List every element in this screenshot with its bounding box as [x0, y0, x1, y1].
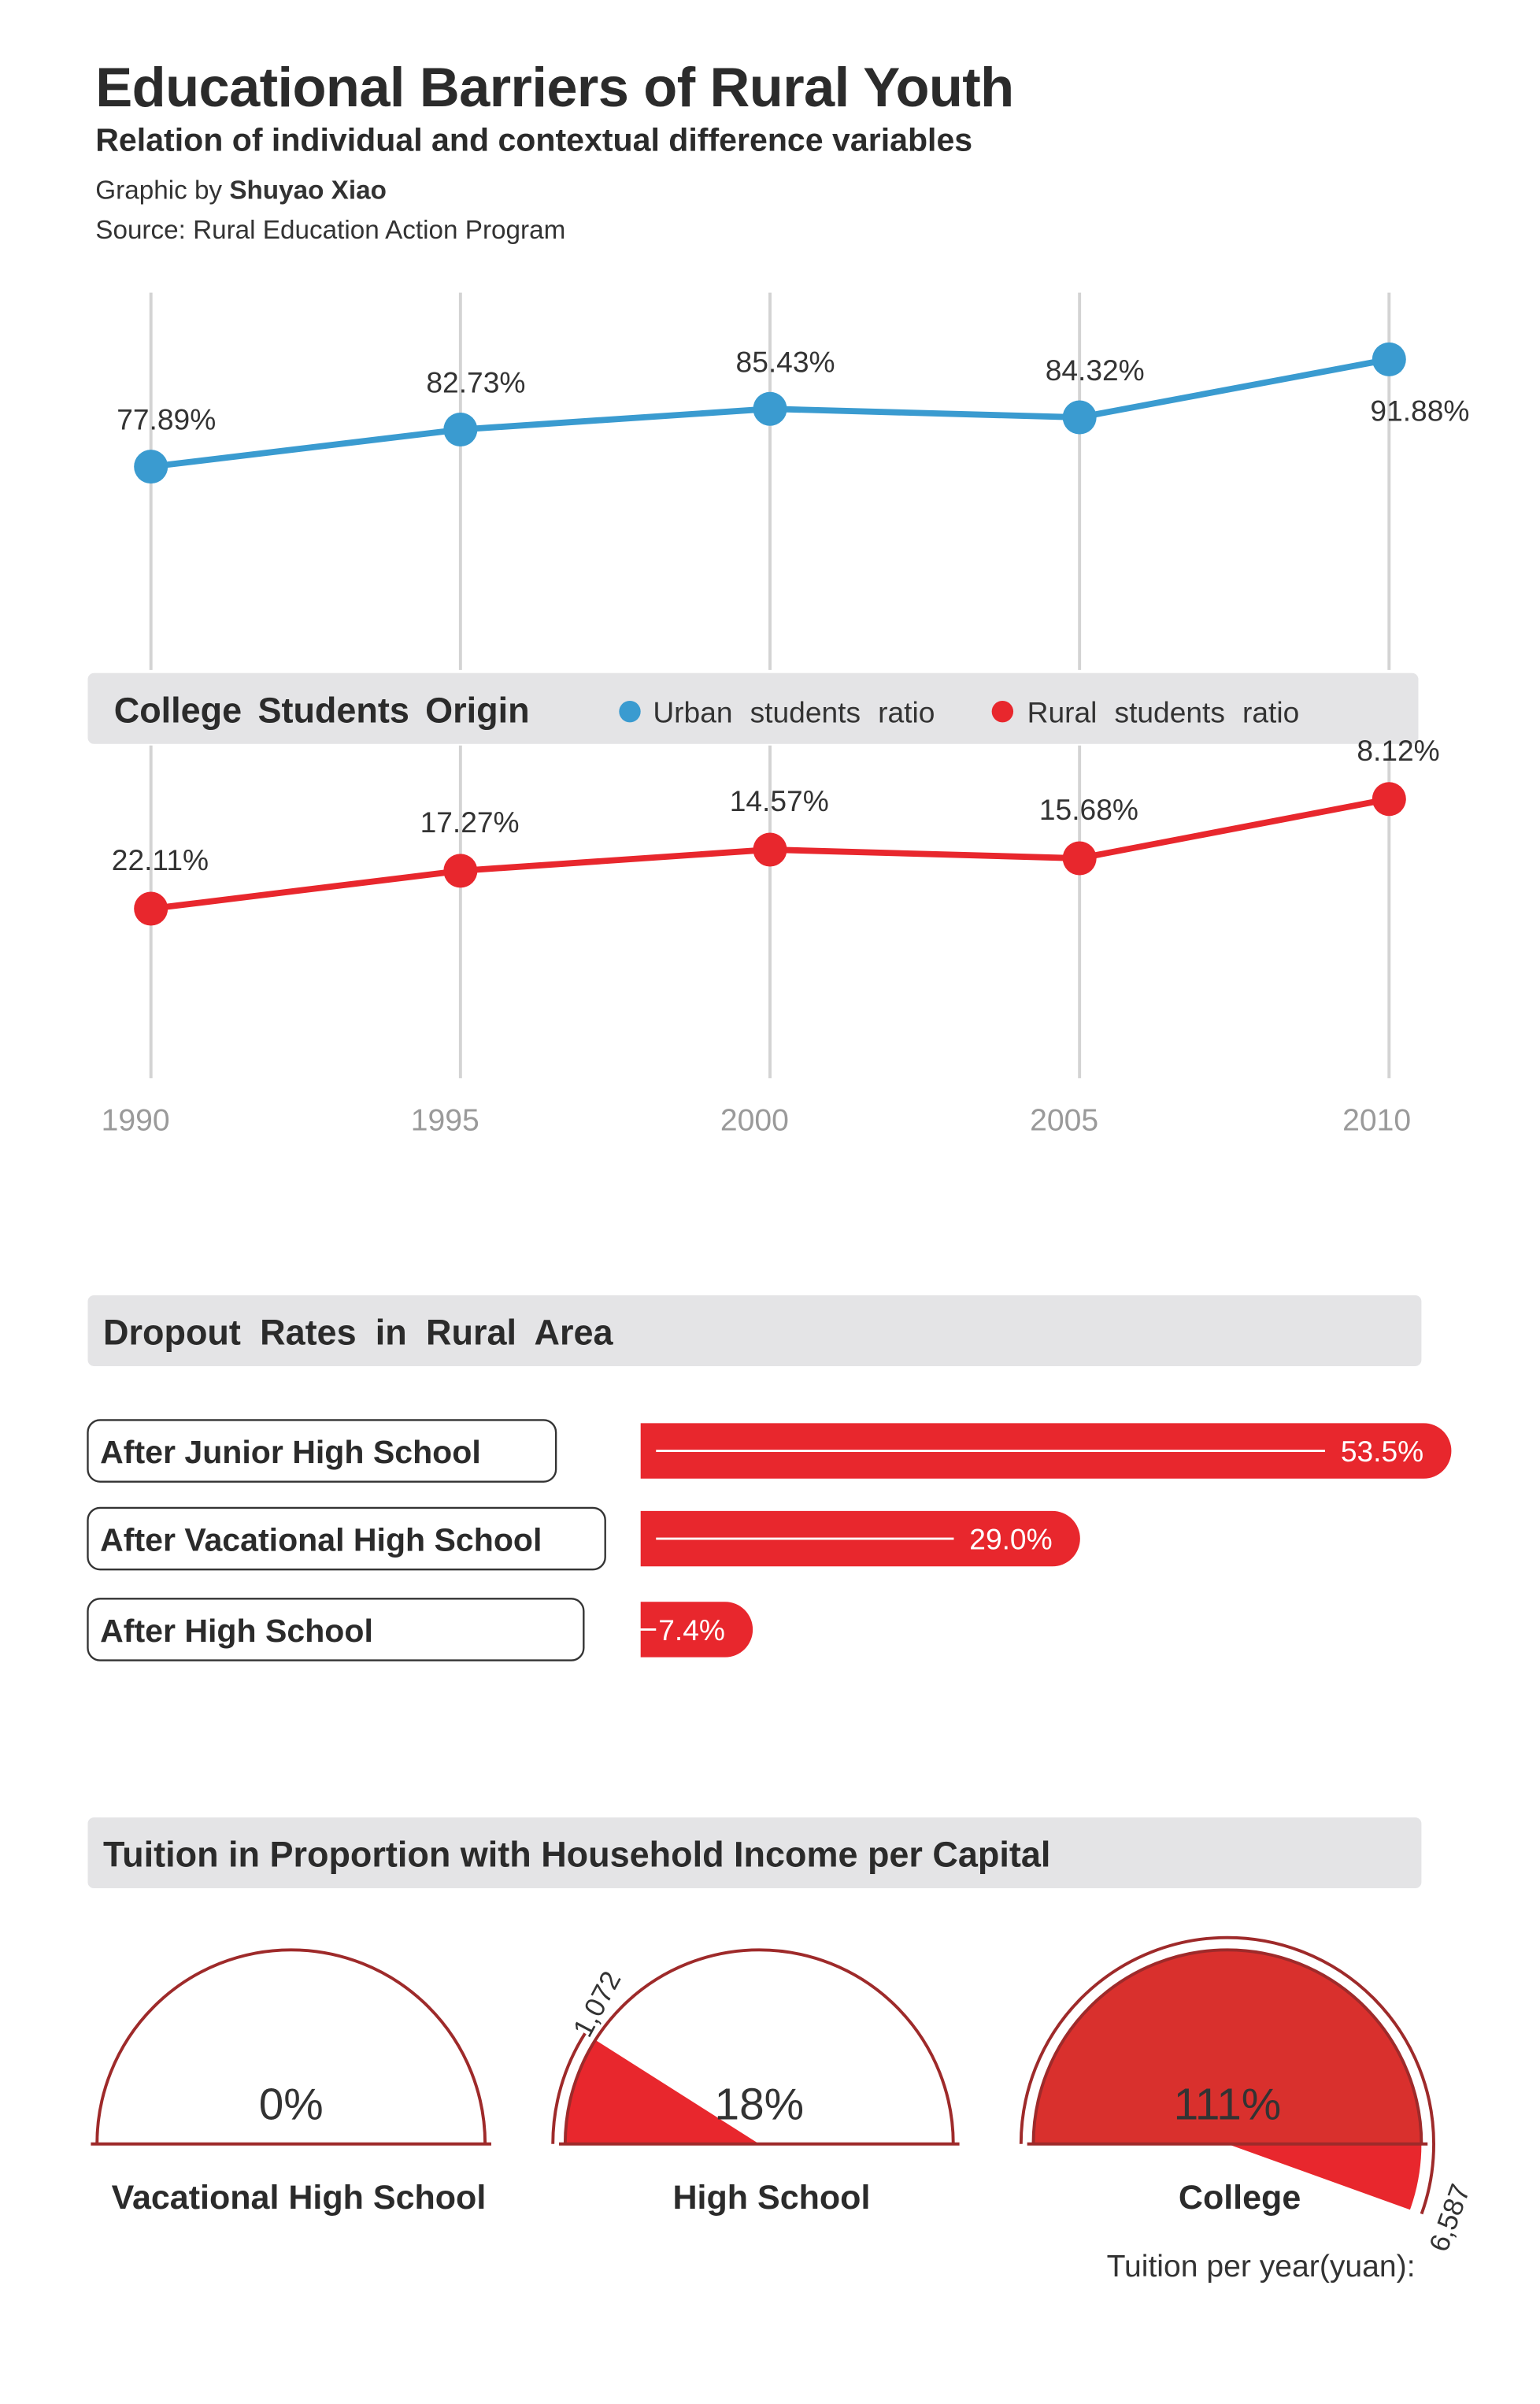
dropout-category-label: After High School — [100, 1613, 373, 1649]
credit-author: Shuyao Xiao — [229, 175, 387, 206]
rural-data-label: 15.68% — [1039, 793, 1138, 826]
data-source: Source: Rural Education Action Program — [95, 215, 566, 246]
dropout-category-label: After Junior High School — [100, 1434, 481, 1470]
tuition-category-label: College — [1179, 2179, 1301, 2217]
page-subtitle: Relation of individual and contextual di… — [95, 123, 973, 159]
dropout-title: Dropout Rates in Rural Area — [103, 1313, 613, 1353]
urban-legend-dot — [619, 700, 641, 723]
x-tick-label: 2005 — [1030, 1104, 1098, 1138]
tuition-gauge-overflow — [1227, 2143, 1422, 2210]
tuition-percent-label: 18% — [715, 2080, 805, 2129]
line-chart-title: College Students Origin — [114, 690, 530, 730]
tuition-gauge: 111% College — [1019, 1935, 1435, 2217]
tuition-caption: Tuition per year(yuan): — [1107, 2250, 1416, 2284]
dropout-category-box — [87, 1506, 606, 1571]
tuition-gauge-arc — [1031, 1948, 1423, 2144]
rural-data-label: 8.12% — [1357, 734, 1439, 767]
rural-data-label: 17.27% — [420, 806, 520, 839]
tuition-title: Tuition in Proportion with Household Inc… — [103, 1835, 1050, 1875]
tuition-category-label: Vacational High School — [112, 2179, 487, 2217]
dropout-category-box — [87, 1419, 557, 1483]
urban-data-label: 82.73% — [426, 366, 525, 399]
tuition-band — [87, 1817, 1422, 1889]
dropout-bar — [640, 1602, 753, 1658]
x-tick-label: 1990 — [102, 1104, 170, 1138]
rural-data-label: 22.11% — [112, 843, 209, 876]
tuition-amount-label: 1,072 — [568, 1966, 627, 2042]
dropout-bar-label: 53.5% — [1341, 1435, 1423, 1468]
dropout-category-box — [87, 1598, 585, 1661]
credit-prefix: Graphic by — [95, 175, 230, 206]
tuition-percent-label: 0% — [259, 2080, 324, 2129]
graphic-credit: Graphic by Shuyao Xiao — [95, 176, 387, 206]
tuition-outer-arc — [1019, 1935, 1435, 2215]
rural-legend-label: Rural students ratio — [1027, 695, 1300, 728]
urban-point — [1372, 342, 1406, 376]
tuition-gauge-fill — [1033, 1950, 1422, 2144]
urban-point — [753, 391, 787, 426]
urban-data-label: 77.89% — [117, 403, 216, 436]
x-tick-label: 2000 — [720, 1104, 789, 1138]
urban-data-label: 85.43% — [736, 345, 835, 378]
tuition-category-label: High School — [672, 2179, 870, 2217]
rural-point — [1062, 841, 1097, 876]
rural-legend-dot — [991, 700, 1014, 723]
rural-data-label: 14.57% — [730, 784, 829, 817]
tuition-outer-arc — [551, 2032, 587, 2144]
dropout-bar-label: 29.0% — [969, 1523, 1052, 1556]
tuition-gauge-arc — [95, 1948, 487, 2144]
x-tick-label: 2010 — [1342, 1104, 1411, 1138]
dropout-bar-label: 7.4% — [658, 1613, 725, 1646]
urban-data-label: 84.32% — [1046, 354, 1145, 387]
tuition-percent-label: 111% — [1174, 2080, 1282, 2129]
urban-legend-label: Urban students ratio — [653, 695, 935, 728]
urban-point — [443, 413, 478, 447]
rural-point — [443, 854, 478, 888]
dropout-band — [87, 1295, 1422, 1366]
tuition-gauge-arc — [563, 1948, 955, 2144]
rural-point — [1372, 782, 1406, 817]
rural-point — [134, 891, 168, 926]
tuition-gauge: 0% Vacational High School — [91, 1948, 491, 2217]
urban-point — [134, 450, 168, 484]
legend-band — [87, 672, 1419, 744]
page-title: Educational Barriers of Rural Youth — [95, 55, 1014, 119]
dropout-category-label: After Vacational High School — [100, 1522, 542, 1558]
tuition-gauge: 18% High School — [551, 1948, 960, 2217]
urban-point — [1062, 400, 1097, 435]
x-tick-label: 1995 — [411, 1104, 479, 1138]
tuition-amount-label: 6,587 — [1423, 2180, 1476, 2256]
urban-data-label: 91.88% — [1370, 394, 1469, 428]
rural-point — [753, 832, 787, 867]
tuition-gauge-fill — [565, 2039, 760, 2144]
